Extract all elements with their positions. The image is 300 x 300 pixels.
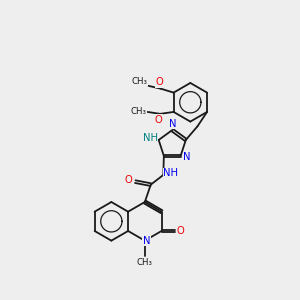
Text: NH: NH	[163, 169, 178, 178]
Text: O: O	[125, 175, 133, 185]
Text: CH₃: CH₃	[132, 77, 148, 86]
Text: CH₃: CH₃	[137, 258, 153, 267]
Text: NH: NH	[143, 134, 158, 143]
Text: O: O	[156, 77, 164, 87]
Text: O: O	[177, 226, 184, 236]
Text: N: N	[142, 236, 150, 246]
Text: N: N	[183, 152, 191, 162]
Text: N: N	[169, 118, 177, 128]
Text: CH₃: CH₃	[130, 107, 147, 116]
Text: O: O	[155, 115, 163, 125]
